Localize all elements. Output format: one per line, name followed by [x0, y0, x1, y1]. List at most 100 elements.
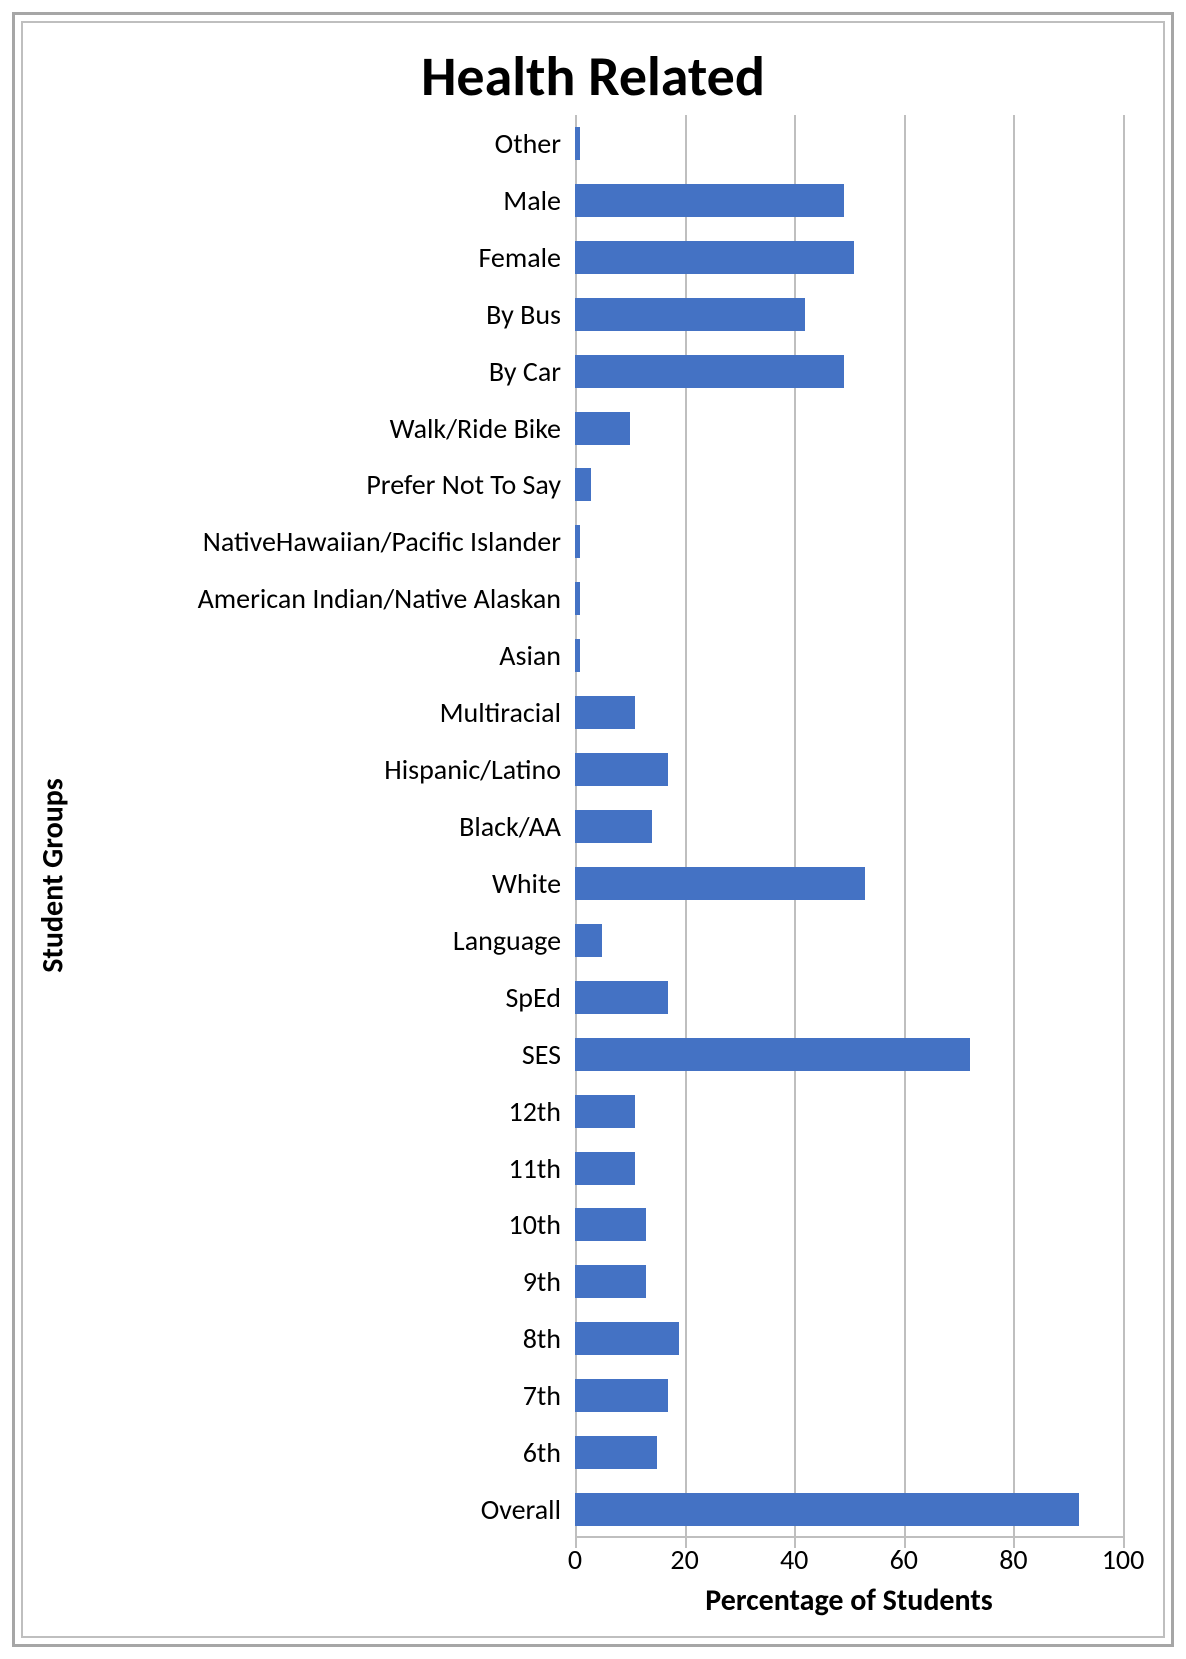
bar-slot [575, 969, 1123, 1026]
bar [575, 127, 580, 160]
label-spacer [83, 1538, 575, 1582]
category-label: Other [83, 115, 575, 172]
bar-slot [575, 1197, 1123, 1254]
gridline [1123, 115, 1125, 1538]
bar [575, 355, 844, 388]
category-label: Black/AA [83, 798, 575, 855]
plot-area [575, 115, 1123, 1538]
category-label: Male [83, 172, 575, 229]
category-label: Asian [83, 627, 575, 684]
chart-container: Health Related Student Groups OtherMaleF… [23, 23, 1163, 1636]
bar-slot [575, 115, 1123, 172]
bar [575, 1265, 646, 1298]
bar [575, 924, 602, 957]
bar-slot [575, 684, 1123, 741]
category-label: NativeHawaiian/Pacific Islander [83, 513, 575, 570]
chart-inner-border: Health Related Student Groups OtherMaleF… [21, 21, 1165, 1638]
category-label: By Car [83, 343, 575, 400]
bar-slot [575, 457, 1123, 514]
bar [575, 241, 854, 274]
bar [575, 1436, 657, 1469]
category-label: 9th [83, 1253, 575, 1310]
bar-slot [575, 400, 1123, 457]
x-tick-label: 0 [568, 1542, 582, 1577]
category-label: Language [83, 912, 575, 969]
category-label: SpEd [83, 969, 575, 1026]
bar [575, 468, 591, 501]
bar-slot [575, 798, 1123, 855]
bar-slot [575, 1083, 1123, 1140]
category-label: Hispanic/Latino [83, 741, 575, 798]
bar-slot [575, 513, 1123, 570]
bar [575, 1208, 646, 1241]
chart-outer-border: Health Related Student Groups OtherMaleF… [12, 12, 1174, 1647]
category-label: By Bus [83, 286, 575, 343]
bars [575, 115, 1123, 1538]
bar-slot [575, 172, 1123, 229]
category-label: 10th [83, 1197, 575, 1254]
bar [575, 639, 580, 672]
bar [575, 753, 668, 786]
bar-slot [575, 1253, 1123, 1310]
category-label: Overall [83, 1481, 575, 1538]
bar-slot [575, 1310, 1123, 1367]
x-tick-label: 60 [890, 1542, 918, 1577]
x-axis-ticks: 020406080100 [575, 1538, 1123, 1582]
category-label: 8th [83, 1310, 575, 1367]
x-tick-label: 40 [780, 1542, 808, 1577]
category-label: 11th [83, 1140, 575, 1197]
category-label: Female [83, 229, 575, 286]
bar [575, 1379, 668, 1412]
bar [575, 184, 844, 217]
x-tick-label: 100 [1102, 1542, 1145, 1577]
bar-slot [575, 855, 1123, 912]
bar [575, 1493, 1079, 1526]
bar [575, 981, 668, 1014]
bar [575, 1038, 970, 1071]
bar [575, 298, 805, 331]
bar [575, 412, 630, 445]
chart-title: Health Related [421, 43, 765, 111]
bar [575, 810, 652, 843]
bar-slot [575, 741, 1123, 798]
bar-slot [575, 343, 1123, 400]
label-spacer [83, 1582, 575, 1636]
x-tick-label: 20 [670, 1542, 698, 1577]
bar-slot [575, 286, 1123, 343]
bar [575, 867, 865, 900]
bar-slot [575, 1424, 1123, 1481]
x-axis-title: Percentage of Students [705, 1582, 992, 1619]
chart-title-row: Health Related [23, 23, 1163, 115]
y-axis-title: Student Groups [35, 778, 72, 972]
bar-slot [575, 570, 1123, 627]
category-label: 7th [83, 1367, 575, 1424]
bar-slot [575, 229, 1123, 286]
y-axis-labels: OtherMaleFemaleBy BusBy CarWalk/Ride Bik… [83, 115, 575, 1636]
category-label: 6th [83, 1424, 575, 1481]
bar-slot [575, 1026, 1123, 1083]
bar [575, 1095, 635, 1128]
category-label: White [83, 855, 575, 912]
y-axis-title-col: Student Groups [23, 115, 83, 1636]
category-label: Prefer Not To Say [83, 457, 575, 514]
plot-outer: 020406080100 Percentage of Students [575, 115, 1163, 1636]
bar [575, 525, 580, 558]
bar [575, 582, 580, 615]
bar-slot [575, 1481, 1123, 1538]
category-label: American Indian/Native Alaskan [83, 570, 575, 627]
bar [575, 1322, 679, 1355]
bar [575, 1152, 635, 1185]
bar-slot [575, 1140, 1123, 1197]
x-axis-title-row: Percentage of Students [575, 1582, 1123, 1636]
bar [575, 696, 635, 729]
x-tick-label: 80 [999, 1542, 1027, 1577]
bar-slot [575, 1367, 1123, 1424]
category-label: SES [83, 1026, 575, 1083]
chart-body: Student Groups OtherMaleFemaleBy BusBy C… [23, 115, 1163, 1636]
page: Health Related Student Groups OtherMaleF… [0, 0, 1186, 1659]
category-label: Walk/Ride Bike [83, 400, 575, 457]
bar-slot [575, 912, 1123, 969]
category-label: Multiracial [83, 684, 575, 741]
category-label: 12th [83, 1083, 575, 1140]
bar-slot [575, 627, 1123, 684]
